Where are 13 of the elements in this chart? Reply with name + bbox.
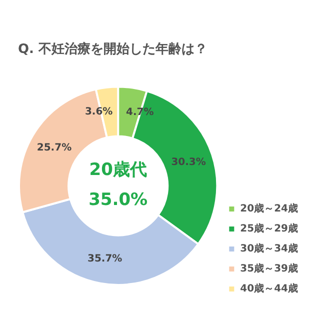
data-label: 35.7% bbox=[87, 254, 122, 265]
data-label: 30.3% bbox=[171, 156, 206, 168]
legend-label: 30歳～34歳 bbox=[240, 242, 298, 255]
legend-label: 35歳～39歳 bbox=[240, 262, 298, 275]
text: 20歳代 bbox=[89, 160, 147, 180]
text: 35.0% bbox=[88, 190, 148, 210]
legend-label: 20歳～24歳 bbox=[240, 202, 298, 215]
data-label: 3.6% bbox=[84, 106, 113, 118]
data-label: 4.7% bbox=[126, 106, 154, 118]
legend-label: 25歳～29歳 bbox=[240, 222, 298, 235]
chart-title: Q. 不妊治療を開始した年齢は？ bbox=[18, 41, 208, 58]
legend-label: 40歳～44歳 bbox=[240, 282, 298, 295]
data-label: 25.7% bbox=[36, 142, 72, 154]
